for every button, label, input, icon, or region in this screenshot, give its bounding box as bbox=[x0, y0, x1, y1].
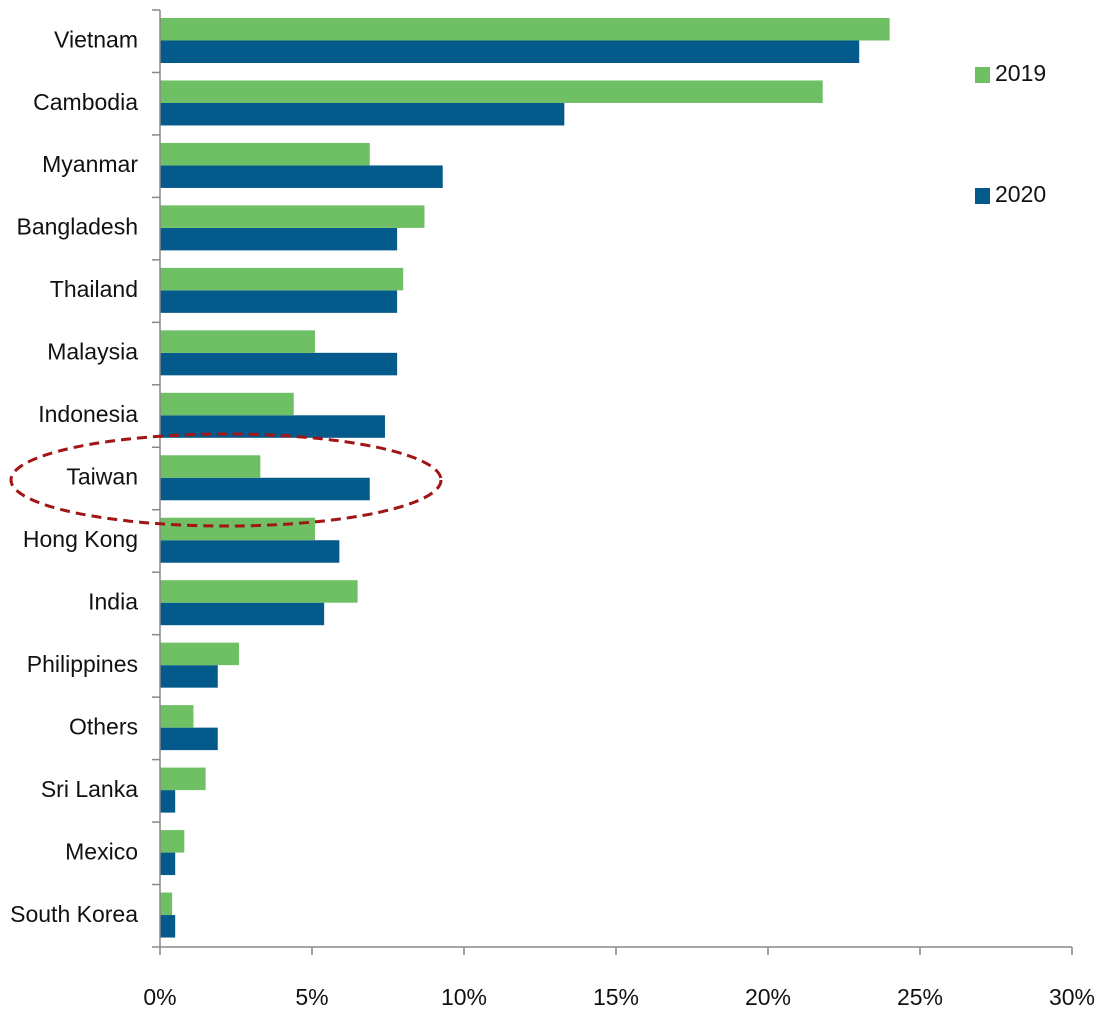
bar bbox=[160, 142, 370, 166]
y-tick-label: Mexico bbox=[65, 838, 138, 864]
x-tick-label: 10% bbox=[441, 984, 487, 1010]
y-tick-label: South Korea bbox=[10, 901, 138, 927]
bar bbox=[160, 267, 404, 291]
bar bbox=[160, 602, 325, 626]
legend-swatch bbox=[975, 67, 990, 83]
y-tick-label: Taiwan bbox=[66, 464, 138, 490]
y-tick-label: Cambodia bbox=[33, 89, 138, 115]
y-tick-label: Philippines bbox=[27, 651, 138, 677]
legend-label: 2020 bbox=[995, 181, 1046, 207]
y-tick-label: Sri Lanka bbox=[41, 776, 138, 802]
y-tick-label: Others bbox=[69, 713, 138, 739]
bar bbox=[160, 477, 370, 501]
x-tick-label: 20% bbox=[745, 984, 791, 1010]
bar bbox=[160, 540, 340, 563]
bar bbox=[160, 102, 565, 126]
x-tick-label: 25% bbox=[897, 984, 943, 1010]
bar bbox=[160, 852, 176, 876]
bar bbox=[160, 18, 890, 41]
highlight-ellipse bbox=[9, 432, 443, 528]
bar bbox=[160, 227, 398, 251]
bar bbox=[160, 392, 294, 416]
y-tick-label: Thailand bbox=[50, 276, 138, 302]
bar bbox=[160, 40, 860, 63]
bar bbox=[160, 580, 358, 603]
x-tick-label: 15% bbox=[593, 984, 639, 1010]
y-tick-label: Bangladesh bbox=[17, 214, 139, 240]
y-tick-label: Malaysia bbox=[47, 339, 138, 365]
y-tick-label: India bbox=[88, 589, 138, 615]
bar bbox=[160, 790, 176, 813]
x-tick-label: 0% bbox=[143, 984, 176, 1010]
bar bbox=[160, 352, 398, 376]
bar bbox=[160, 705, 194, 728]
x-tick-label: 30% bbox=[1049, 984, 1095, 1010]
bar bbox=[160, 767, 206, 791]
bar bbox=[160, 330, 316, 353]
bar bbox=[160, 727, 218, 751]
bar bbox=[160, 165, 443, 188]
legend-label: 2019 bbox=[995, 60, 1046, 86]
x-tick-label: 5% bbox=[295, 984, 328, 1010]
bar bbox=[160, 665, 218, 688]
bar bbox=[160, 915, 176, 938]
legend-swatch bbox=[975, 188, 990, 204]
bar bbox=[160, 205, 425, 228]
bar bbox=[160, 80, 823, 103]
y-tick-label: Hong Kong bbox=[23, 526, 138, 552]
bar bbox=[160, 517, 316, 541]
y-tick-label: Myanmar bbox=[42, 151, 138, 177]
bar bbox=[160, 415, 385, 438]
bar bbox=[160, 642, 240, 666]
bar bbox=[160, 892, 173, 916]
y-tick-label: Indonesia bbox=[38, 401, 138, 427]
bar bbox=[160, 290, 398, 313]
bar bbox=[160, 455, 261, 478]
y-tick-label: Vietnam bbox=[54, 26, 138, 52]
bar bbox=[160, 830, 185, 853]
